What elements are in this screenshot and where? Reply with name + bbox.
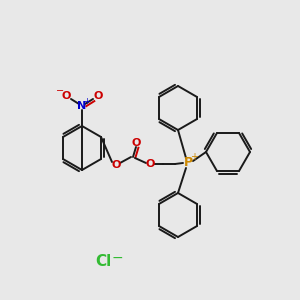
Text: P: P (183, 157, 193, 169)
Text: O: O (61, 91, 71, 101)
Text: +: + (190, 152, 198, 162)
Text: N: N (77, 101, 87, 111)
Text: O: O (111, 160, 121, 170)
Text: Cl: Cl (95, 254, 111, 269)
Text: −: − (56, 86, 64, 96)
Text: O: O (145, 159, 155, 169)
Text: +: + (84, 97, 90, 106)
Text: O: O (93, 91, 103, 101)
Text: −: − (111, 251, 123, 265)
Text: O: O (131, 138, 141, 148)
